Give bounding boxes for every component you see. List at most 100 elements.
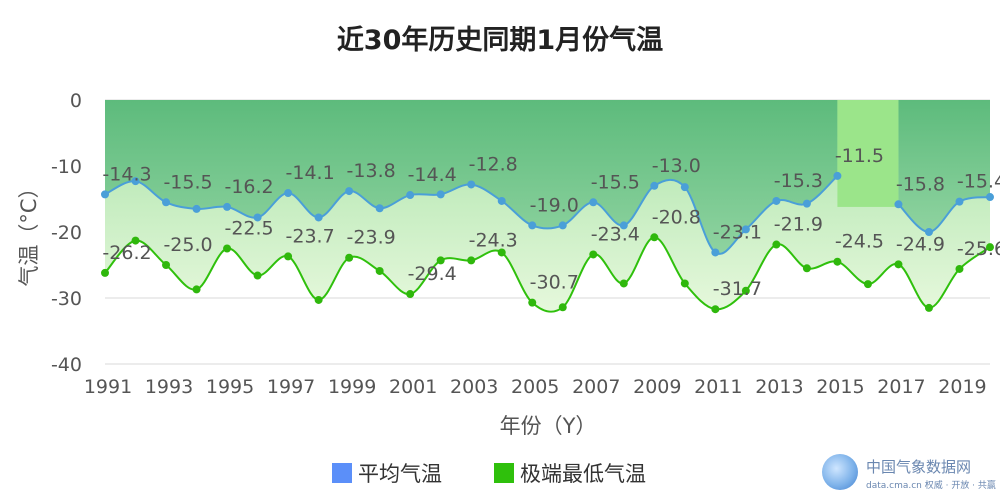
x-tick-label: 1997 — [267, 376, 315, 398]
x-tick-label: 1999 — [328, 376, 376, 398]
data-label-avg: -15.3 — [774, 170, 823, 192]
area-avg-temp — [898, 100, 990, 233]
area-fills — [105, 100, 990, 312]
data-label-avg: -15.4 — [957, 171, 1000, 193]
area-avg-temp — [105, 100, 838, 254]
x-tick-label: 2017 — [877, 376, 925, 398]
watermark: 中国气象数据网 data.cma.cn 权威 · 开放 · 共赢 — [822, 452, 996, 496]
data-labels: -14.3 -15.5 -16.2 -14.1 -13.8 -14.4 -12.8 -19.0… — [102, 145, 1000, 300]
chart-canvas: -14.3 -15.5 -16.2 -14.1 -13.8 -14.4 -12.8 -19.0… — [17, 90, 1000, 438]
point-min-temp — [863, 280, 872, 289]
point-avg-temp — [436, 190, 445, 199]
point-avg-temp — [467, 180, 476, 189]
x-axis-title: 年份（Y） — [500, 414, 597, 438]
point-avg-temp — [772, 196, 781, 205]
data-label-avg: -13.0 — [652, 155, 701, 177]
point-avg-temp — [619, 221, 628, 230]
data-label-min: -21.9 — [774, 214, 823, 236]
point-min-temp — [894, 260, 903, 269]
point-min-temp — [924, 303, 933, 312]
line-avg-temp — [897, 196, 991, 234]
data-label-min: -20.8 — [652, 206, 701, 228]
point-avg-temp — [680, 183, 689, 192]
point-avg-temp — [924, 228, 933, 236]
point-min-temp — [558, 303, 567, 312]
point-avg-temp — [162, 198, 171, 207]
data-label-avg: -12.8 — [469, 153, 518, 175]
legend-label-min: 极端最低气温 — [520, 462, 646, 486]
legend-item-avg[interactable]: 平均气温 — [332, 458, 442, 488]
legend-swatch-avg — [332, 463, 352, 483]
point-min-temp — [192, 285, 201, 294]
point-min-temp — [467, 256, 476, 265]
point-min-temp — [345, 253, 354, 262]
data-label-avg: -14.1 — [286, 162, 335, 184]
data-label-avg: -15.5 — [163, 171, 212, 193]
data-label-avg: -19.0 — [530, 194, 579, 216]
point-min-temp — [680, 279, 689, 288]
data-label-min: -24.3 — [469, 229, 518, 251]
point-avg-temp — [894, 200, 903, 209]
point-min-temp — [131, 236, 140, 245]
data-label-min: -24.5 — [835, 231, 884, 253]
point-avg-temp — [406, 191, 415, 200]
x-tick-label: 2019 — [938, 376, 986, 398]
y-tick-label: -20 — [51, 222, 82, 244]
point-min-temp — [833, 257, 842, 266]
point-avg-temp — [253, 213, 262, 222]
legend-item-min[interactable]: 极端最低气温 — [494, 458, 646, 488]
data-label-avg: -11.5 — [835, 145, 884, 167]
x-tick-label: 2013 — [755, 376, 803, 398]
point-min-temp — [986, 243, 994, 252]
data-label-min: -29.4 — [408, 263, 457, 285]
point-avg-temp — [802, 199, 811, 208]
point-min-temp — [101, 268, 109, 277]
y-axis-title: 气温（°C） — [17, 177, 41, 286]
y-tick-label: 0 — [70, 90, 82, 112]
data-label-avg: -15.8 — [896, 173, 945, 195]
point-min-temp — [589, 250, 598, 259]
point-min-temp — [650, 233, 659, 242]
point-avg-temp — [345, 187, 354, 196]
point-min-temp — [528, 298, 537, 307]
data-label-min: -22.5 — [224, 218, 273, 240]
x-tick-label: 2001 — [389, 376, 437, 398]
cma-logo-icon — [822, 454, 858, 490]
point-min-temp — [284, 252, 293, 261]
point-avg-temp — [986, 193, 994, 202]
data-label-avg: -23.1 — [713, 221, 762, 243]
point-avg-temp — [741, 225, 750, 234]
highlight-band — [837, 100, 899, 207]
y-tick-label: -10 — [51, 156, 82, 178]
point-avg-temp — [558, 221, 567, 230]
data-label-min: -26.2 — [102, 242, 151, 264]
point-avg-temp — [375, 204, 384, 213]
point-min-temp — [619, 279, 628, 288]
point-avg-temp — [497, 196, 506, 205]
point-min-temp — [406, 290, 415, 299]
watermark-name: 中国气象数据网 — [866, 458, 972, 476]
data-label-avg: -13.8 — [347, 160, 396, 182]
legend-label-avg: 平均气温 — [358, 462, 442, 486]
point-avg-temp — [131, 177, 140, 186]
x-tick-label: 2015 — [816, 376, 864, 398]
point-min-temp — [314, 295, 323, 304]
data-label-min: -31.7 — [713, 278, 762, 300]
legend-swatch-min — [494, 463, 514, 483]
data-points — [101, 171, 994, 314]
data-label-avg: -14.4 — [408, 164, 457, 186]
data-label-min: -24.9 — [896, 233, 945, 255]
point-min-temp — [802, 264, 811, 273]
point-avg-temp — [955, 197, 964, 206]
data-label-avg: -16.2 — [224, 176, 273, 198]
point-avg-temp — [192, 204, 201, 213]
point-avg-temp — [284, 189, 293, 198]
data-label-min: -30.7 — [530, 272, 579, 294]
data-label-min: -23.7 — [286, 225, 335, 247]
data-label-min: -25.0 — [163, 234, 212, 256]
point-min-temp — [162, 261, 171, 269]
point-min-temp — [711, 305, 720, 314]
point-avg-temp — [101, 190, 109, 199]
x-tick-label: 2011 — [694, 376, 742, 398]
